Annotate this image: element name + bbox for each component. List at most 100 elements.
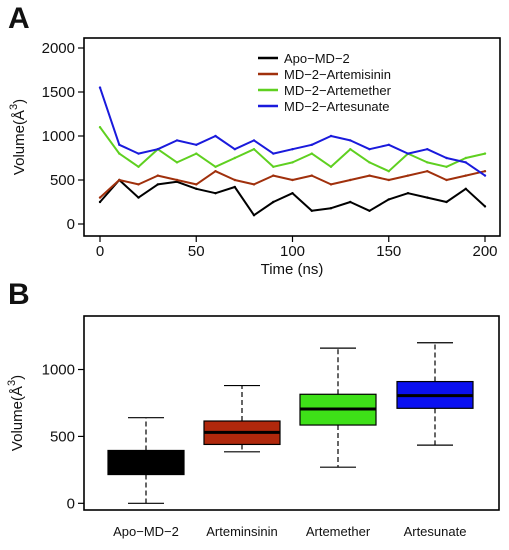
series-0-point-10 bbox=[291, 192, 294, 195]
y-tick-label-b-0: 0 bbox=[67, 495, 75, 512]
series-2-point-4 bbox=[175, 161, 179, 164]
series-3-point-16 bbox=[406, 152, 410, 155]
series-2-point-20 bbox=[483, 152, 487, 155]
y-tick-label-a-1000: 1000 bbox=[42, 128, 75, 145]
series-1-point-6 bbox=[214, 170, 217, 173]
series-0-point-20 bbox=[483, 205, 487, 208]
series-1-point-4 bbox=[175, 178, 179, 182]
category-label-0: Apo−MD−2 bbox=[113, 524, 179, 539]
legend-label-2: MD−2−Artemether bbox=[284, 83, 392, 98]
series-3-point-18 bbox=[445, 156, 448, 160]
series-0-point-5 bbox=[195, 187, 198, 190]
series-1-point-14 bbox=[368, 174, 371, 177]
y-tick-label-b-1000: 1000 bbox=[42, 362, 75, 379]
series-3-point-2 bbox=[137, 152, 140, 155]
series-1-point-18 bbox=[445, 178, 448, 182]
series-1-point-0 bbox=[98, 196, 102, 199]
x-axis-title-a: Time (ns) bbox=[261, 261, 324, 278]
legend-label-3: MD−2−Artesunate bbox=[284, 99, 390, 114]
series-0-point-2 bbox=[137, 196, 140, 199]
series-0-point-0 bbox=[98, 200, 102, 204]
y-tick-label-a-2000: 2000 bbox=[42, 40, 75, 57]
series-0-point-8 bbox=[252, 214, 256, 217]
series-3-point-5 bbox=[195, 143, 198, 146]
series-3-point-13 bbox=[349, 139, 352, 142]
series-0-point-3 bbox=[156, 183, 159, 186]
series-0-point-4 bbox=[175, 180, 179, 183]
series-3-point-7 bbox=[233, 148, 236, 151]
series-0-point-6 bbox=[214, 192, 217, 195]
category-label-3: Artesunate bbox=[404, 524, 467, 539]
series-1-point-16 bbox=[406, 174, 410, 177]
series-2-point-10 bbox=[291, 161, 294, 164]
series-3-point-15 bbox=[387, 143, 390, 146]
series-3-point-17 bbox=[426, 148, 429, 151]
series-0-point-14 bbox=[368, 209, 371, 212]
series-2-point-8 bbox=[252, 148, 256, 151]
series-1-point-5 bbox=[195, 183, 198, 186]
legend-label-1: MD−2−Artemisinin bbox=[284, 67, 391, 82]
series-1-point-13 bbox=[349, 178, 352, 182]
x-tick-label-a-200: 200 bbox=[472, 243, 497, 260]
panel-label-a: A bbox=[8, 2, 30, 35]
series-3-point-6 bbox=[214, 134, 217, 138]
series-1-point-17 bbox=[426, 170, 429, 173]
series-0-point-18 bbox=[445, 200, 448, 204]
series-3-point-8 bbox=[252, 139, 256, 142]
series-1-point-19 bbox=[464, 174, 467, 177]
series-1-point-15 bbox=[387, 178, 390, 182]
legend-label-0: Apo−MD−2 bbox=[284, 51, 350, 66]
series-2-point-9 bbox=[272, 165, 275, 168]
series-1-point-10 bbox=[291, 178, 294, 182]
series-2-point-14 bbox=[368, 161, 371, 164]
series-3-point-20 bbox=[483, 174, 487, 177]
x-tick-label-a-150: 150 bbox=[376, 243, 401, 260]
series-0-point-19 bbox=[464, 187, 467, 190]
y-tick-label-a-500: 500 bbox=[50, 172, 75, 189]
y-tick-label-b-500: 500 bbox=[50, 428, 75, 445]
series-3-point-11 bbox=[310, 143, 313, 146]
x-tick-label-a-0: 0 bbox=[96, 243, 104, 260]
y-tick-label-a-0: 0 bbox=[67, 216, 75, 233]
series-2-point-6 bbox=[214, 165, 217, 168]
series-2-point-0 bbox=[98, 126, 102, 129]
series-2-point-15 bbox=[387, 170, 390, 173]
series-1-point-9 bbox=[272, 174, 275, 177]
series-0-point-12 bbox=[329, 207, 333, 210]
y-axis-title-b: Volume(Å3) bbox=[6, 375, 26, 451]
category-label-2: Artemether bbox=[306, 524, 371, 539]
series-2-point-12 bbox=[329, 165, 333, 168]
series-0-point-16 bbox=[406, 192, 410, 195]
series-2-point-11 bbox=[310, 152, 313, 155]
series-1-point-1 bbox=[118, 178, 121, 182]
category-label-1: Arteminsinin bbox=[206, 524, 278, 539]
series-2-point-19 bbox=[464, 156, 467, 160]
series-1-point-7 bbox=[233, 178, 236, 182]
series-2-point-17 bbox=[426, 161, 429, 164]
series-1-point-8 bbox=[252, 183, 256, 186]
series-2-point-5 bbox=[195, 152, 198, 155]
plot-frame-b bbox=[83, 315, 500, 511]
y-tick-label-a-1500: 1500 bbox=[42, 84, 75, 101]
series-3-point-0 bbox=[98, 86, 102, 89]
series-0-point-17 bbox=[426, 196, 429, 199]
x-tick-label-a-100: 100 bbox=[280, 243, 305, 260]
y-axis-title-a: Volume(Å3) bbox=[8, 99, 28, 175]
series-0-point-9 bbox=[272, 200, 275, 204]
x-tick-label-a-50: 50 bbox=[188, 243, 205, 260]
series-1-point-20 bbox=[483, 170, 487, 173]
series-3-point-19 bbox=[464, 161, 467, 164]
series-3-point-3 bbox=[156, 148, 159, 151]
series-2-point-13 bbox=[349, 148, 352, 151]
series-3-point-9 bbox=[272, 152, 275, 155]
series-3-point-4 bbox=[175, 139, 179, 142]
series-0-point-15 bbox=[387, 198, 390, 201]
series-3-point-12 bbox=[329, 134, 333, 138]
series-0-point-11 bbox=[310, 209, 313, 212]
series-1-point-11 bbox=[310, 174, 313, 177]
series-1-point-2 bbox=[137, 183, 140, 186]
series-3-point-14 bbox=[368, 148, 371, 151]
series-2-point-1 bbox=[118, 152, 121, 155]
series-1-point-12 bbox=[329, 183, 333, 186]
